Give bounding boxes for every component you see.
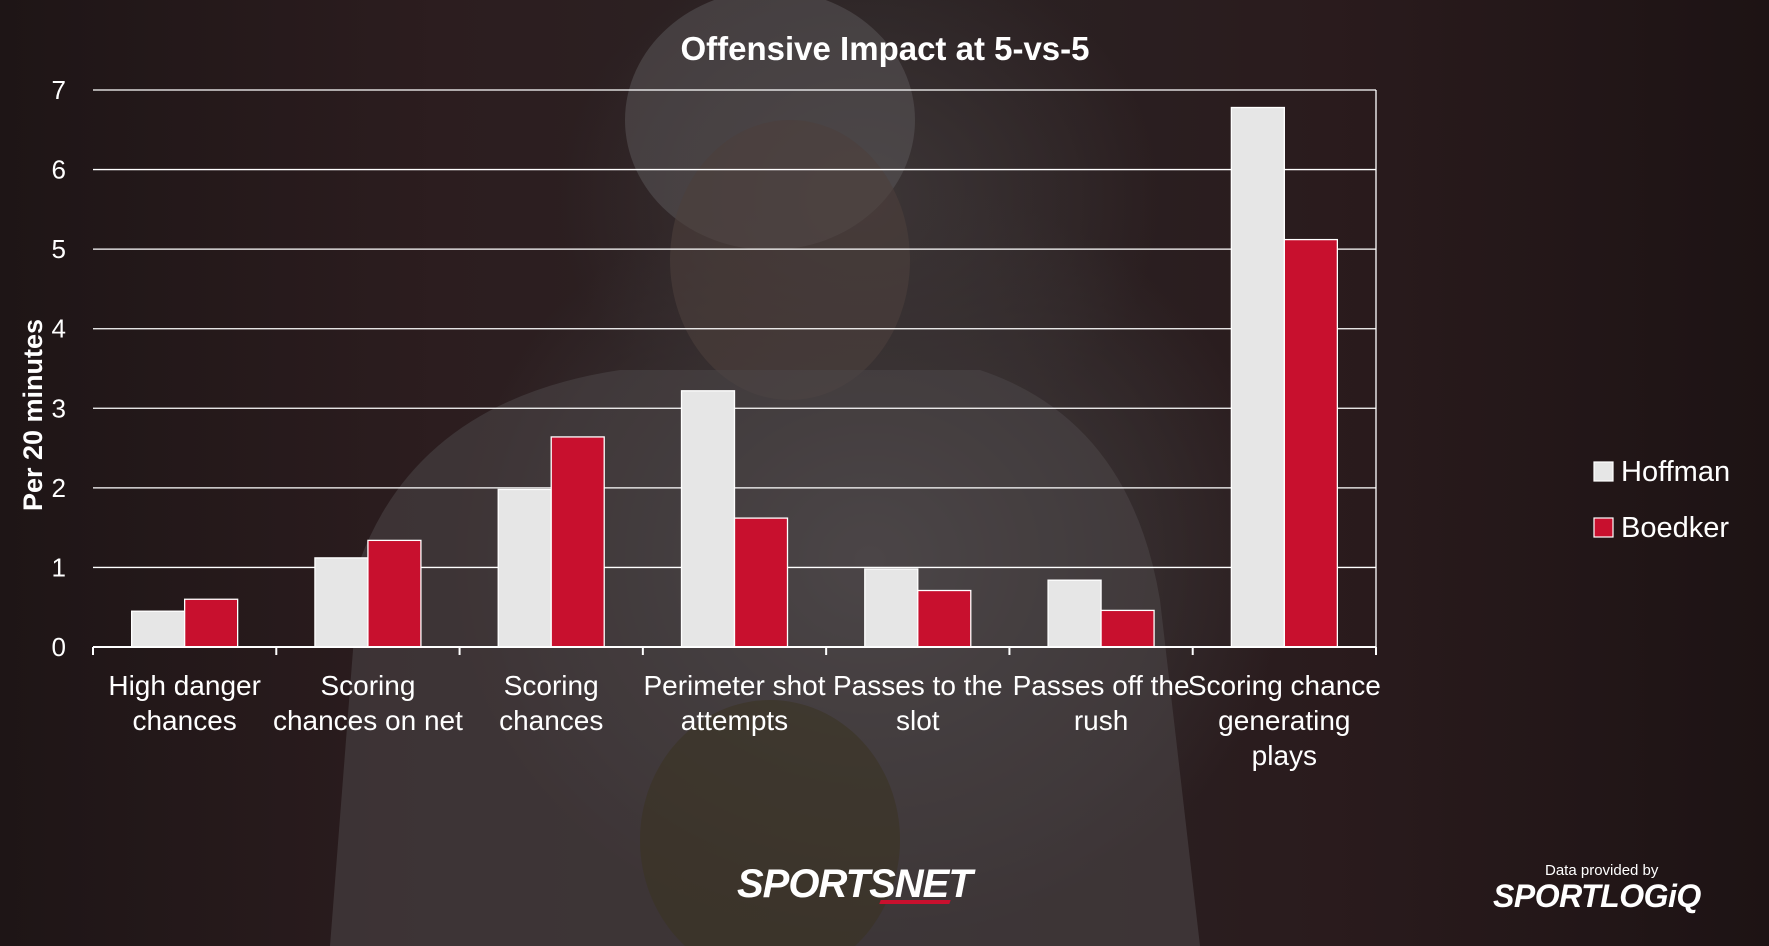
bar-hoffman: [497, 488, 552, 648]
y-axis-ticks: 0 1 2 3 4 5 6 7: [52, 75, 66, 662]
legend-label-boedker: Boedker: [1621, 512, 1729, 544]
y-tick-label: 4: [52, 314, 66, 344]
x-tick-label: Scoring chances on net: [273, 670, 463, 736]
x-tick-label: Passes to the slot: [833, 670, 1003, 736]
y-tick-label: 7: [52, 75, 66, 105]
y-tick-label: 5: [52, 234, 66, 264]
y-tick-label: 6: [52, 155, 66, 185]
face-shape: [670, 120, 910, 400]
bar-boedker: [367, 539, 422, 648]
x-tick-label: Perimeter shot attempts: [643, 670, 825, 736]
legend-swatch-hoffman: [1593, 461, 1614, 482]
legend-swatch-boedker: [1593, 517, 1614, 538]
x-tick-label: High danger chances: [108, 670, 261, 736]
sportsnet-logo-swoosh: [879, 900, 951, 904]
bar-hoffman: [1230, 106, 1286, 648]
y-tick-label: 2: [52, 473, 66, 503]
bar-hoffman: [1047, 579, 1102, 648]
x-tick-label: Passes off the rush: [1013, 670, 1190, 736]
bar-hoffman: [864, 568, 919, 648]
bar-boedker: [917, 589, 972, 648]
legend: Hoffman Boedker: [1593, 456, 1730, 544]
bar-boedker: [183, 598, 239, 648]
y-axis-title: Per 20 minutes: [18, 319, 48, 511]
bar-hoffman: [130, 610, 186, 648]
chart-title: Offensive Impact at 5-vs-5: [681, 30, 1090, 67]
y-tick-label: 0: [52, 632, 66, 662]
legend-label-hoffman: Hoffman: [1621, 456, 1730, 488]
bar-hoffman: [680, 390, 736, 648]
y-tick-label: 1: [52, 552, 66, 582]
bar-boedker: [550, 436, 605, 648]
bar-boedker: [1100, 609, 1155, 648]
sportlogiq-logo: SPORTLOGiQ: [1493, 878, 1701, 914]
bar-hoffman: [314, 557, 369, 648]
bars: [130, 106, 1339, 648]
bar-boedker: [733, 517, 789, 648]
x-tick-label: Scoring chances: [499, 670, 603, 736]
bar-boedker: [1283, 238, 1339, 648]
y-tick-label: 3: [52, 393, 66, 423]
sportsnet-logo: SPORTSNET: [737, 862, 973, 906]
data-credit-text: Data provided by: [1545, 862, 1659, 879]
crest-shape: [640, 700, 900, 946]
x-tick-label: Scoring chance generating plays: [1188, 670, 1381, 771]
x-axis: [92, 646, 1377, 655]
